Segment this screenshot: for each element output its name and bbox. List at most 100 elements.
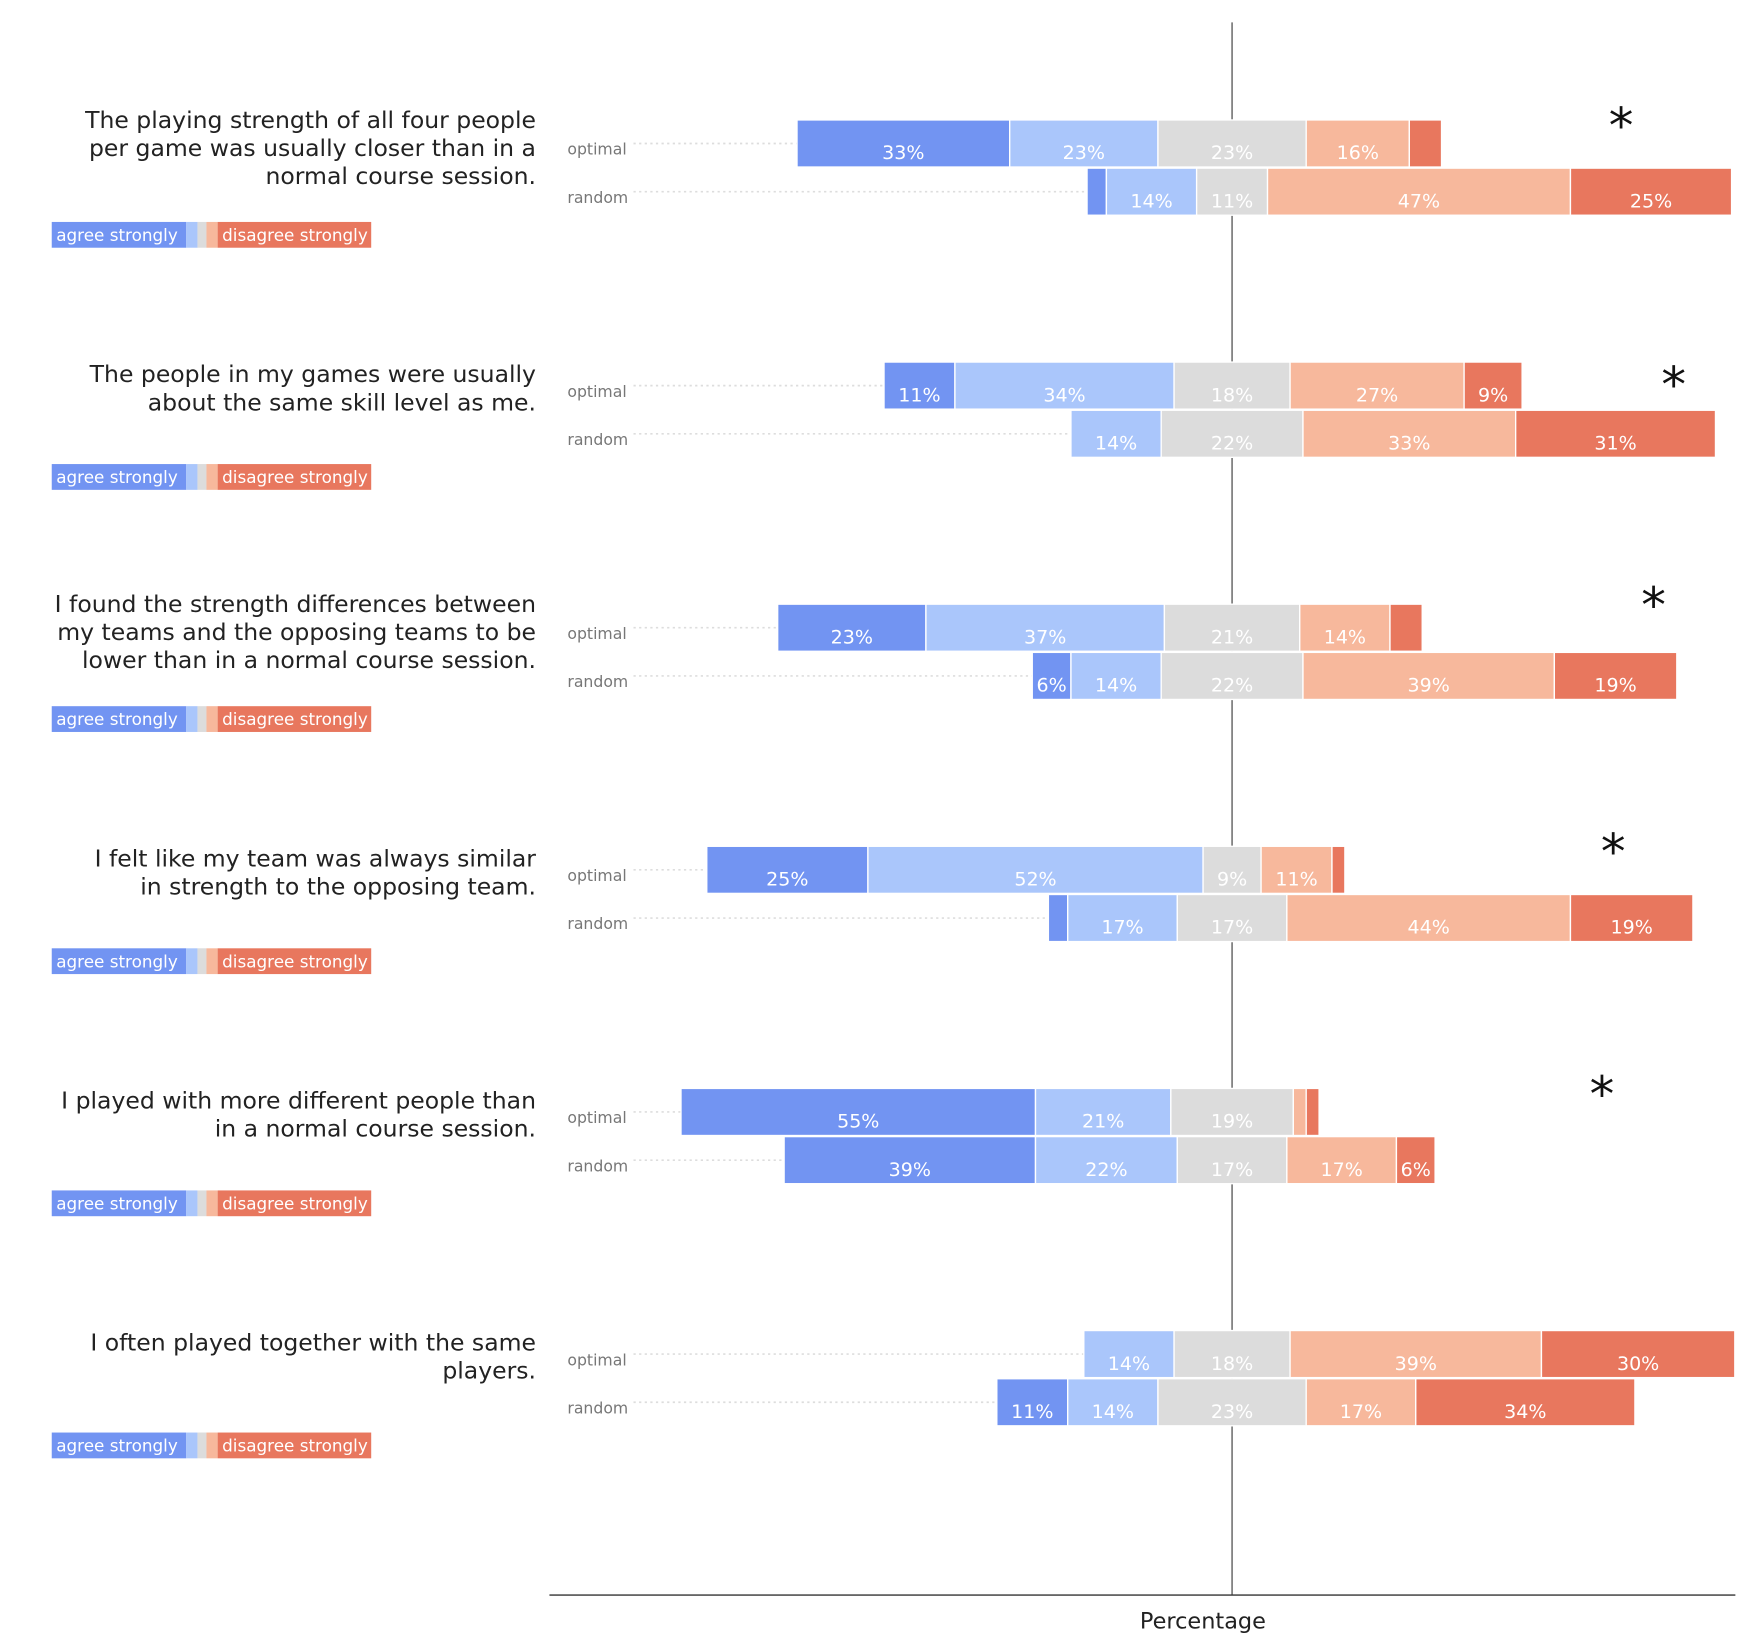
question-text: normal course session. xyxy=(265,162,535,190)
legend-swatch xyxy=(186,1432,198,1459)
bar-segment xyxy=(1302,409,1517,459)
bar-segment xyxy=(1070,409,1162,459)
data-label: 39% xyxy=(889,1159,931,1181)
legend-swatch xyxy=(217,1190,372,1217)
group-label: optimal xyxy=(567,624,626,643)
legend-swatch xyxy=(206,706,218,732)
data-label: 22% xyxy=(1211,675,1253,697)
legend-swatch xyxy=(51,1190,187,1217)
data-label: 19% xyxy=(1594,675,1636,697)
data-label: 17% xyxy=(1211,917,1253,939)
significance-marker: * xyxy=(1641,576,1666,634)
bar-segment xyxy=(1083,1329,1175,1379)
bar-segment xyxy=(1395,1135,1436,1185)
bar-segment xyxy=(1331,845,1346,895)
bar-segment xyxy=(1157,119,1307,168)
bar-segment xyxy=(883,361,956,410)
bar-segment xyxy=(1569,893,1694,943)
bar-segment xyxy=(1047,893,1069,943)
question-text: in strength to the opposing team. xyxy=(140,872,536,900)
question-text: I often played together with the same xyxy=(90,1329,536,1357)
bar-segment xyxy=(1163,603,1301,652)
bar-segment xyxy=(783,1135,1037,1185)
bar-segment xyxy=(1067,1378,1159,1427)
group-label: random xyxy=(567,1156,628,1175)
bar-segment xyxy=(1299,603,1391,652)
data-label: 17% xyxy=(1211,1159,1253,1181)
data-label: 14% xyxy=(1324,626,1366,648)
data-label: 16% xyxy=(1337,142,1379,164)
bar-segment xyxy=(1305,1087,1320,1137)
data-label: 23% xyxy=(1211,1401,1253,1423)
question-text: lower than in a normal course session. xyxy=(82,646,536,674)
question-text: in a normal course session. xyxy=(215,1115,536,1143)
bar-segment xyxy=(925,603,1166,652)
data-label: 17% xyxy=(1320,1159,1362,1181)
legend-label-right: disagree strongly xyxy=(222,1193,368,1213)
legend-label-left: agree strongly xyxy=(56,1436,178,1456)
question-text: about the same skill level as me. xyxy=(148,388,536,416)
bar-segment xyxy=(1173,1329,1291,1379)
bar-segment xyxy=(1160,409,1304,459)
data-label: 9% xyxy=(1217,869,1247,891)
bar-segment xyxy=(954,361,1175,410)
significance-marker: * xyxy=(1590,1065,1615,1123)
bar-segment xyxy=(1086,167,1108,216)
data-label: 14% xyxy=(1108,1353,1150,1375)
data-label: 18% xyxy=(1211,1353,1253,1375)
data-label: 37% xyxy=(1024,626,1066,648)
legend-label-right: disagree strongly xyxy=(222,709,368,729)
data-label: 30% xyxy=(1617,1353,1659,1375)
legend-swatch xyxy=(206,221,218,248)
bar-segment xyxy=(1415,1378,1636,1427)
legend-swatch xyxy=(217,221,372,248)
significance-marker: * xyxy=(1661,355,1686,413)
data-label: 52% xyxy=(1014,869,1056,891)
legend-swatch xyxy=(51,948,187,975)
data-label: 25% xyxy=(1630,190,1672,212)
data-label: 33% xyxy=(1388,432,1430,454)
legend-label-left: agree strongly xyxy=(56,467,178,487)
data-label: 18% xyxy=(1211,384,1253,406)
data-label: 22% xyxy=(1085,1159,1127,1181)
legend-label-right: disagree strongly xyxy=(222,225,368,245)
legend-label-right: disagree strongly xyxy=(222,951,368,971)
bar-segment xyxy=(1514,409,1717,459)
bar-segment xyxy=(706,845,869,895)
legend-label-right: disagree strongly xyxy=(222,467,368,487)
legend-swatch xyxy=(197,464,207,490)
legend-swatch xyxy=(217,1432,372,1459)
data-label: 14% xyxy=(1095,432,1137,454)
question-text: my teams and the opposing teams to be xyxy=(57,618,536,646)
data-label: 31% xyxy=(1594,432,1636,454)
question-text: per game was usually closer than in a xyxy=(89,134,536,162)
bar-segment xyxy=(1173,361,1291,410)
legend-swatch xyxy=(197,948,207,975)
bar-segment xyxy=(1389,603,1423,652)
data-label: 19% xyxy=(1611,917,1653,939)
bar-segment xyxy=(1286,893,1572,943)
question-text: I found the strength differences between xyxy=(55,590,536,618)
data-label: 27% xyxy=(1356,384,1398,406)
legend-swatch xyxy=(206,948,218,975)
legend-label-right: disagree strongly xyxy=(222,1436,368,1456)
legend-swatch xyxy=(217,706,372,732)
data-label: 21% xyxy=(1082,1111,1124,1133)
x-axis-label: Percentage xyxy=(1140,1609,1266,1635)
bar-segment xyxy=(1305,1378,1417,1427)
bar-segment xyxy=(1009,119,1159,168)
bar-segment xyxy=(777,603,927,652)
data-label: 21% xyxy=(1211,626,1253,648)
data-label: 6% xyxy=(1401,1159,1431,1181)
group-label: optimal xyxy=(567,382,626,401)
bar-segment xyxy=(1289,1329,1543,1379)
group-label: random xyxy=(567,914,628,933)
data-label: 11% xyxy=(1011,1401,1053,1423)
bar-segment xyxy=(1289,361,1465,410)
data-label: 14% xyxy=(1095,675,1137,697)
group-label: optimal xyxy=(567,1350,626,1369)
data-label: 25% xyxy=(766,869,808,891)
legend-swatch xyxy=(206,1432,218,1459)
bar-segment xyxy=(996,1378,1069,1427)
bar-segment xyxy=(1302,651,1556,701)
